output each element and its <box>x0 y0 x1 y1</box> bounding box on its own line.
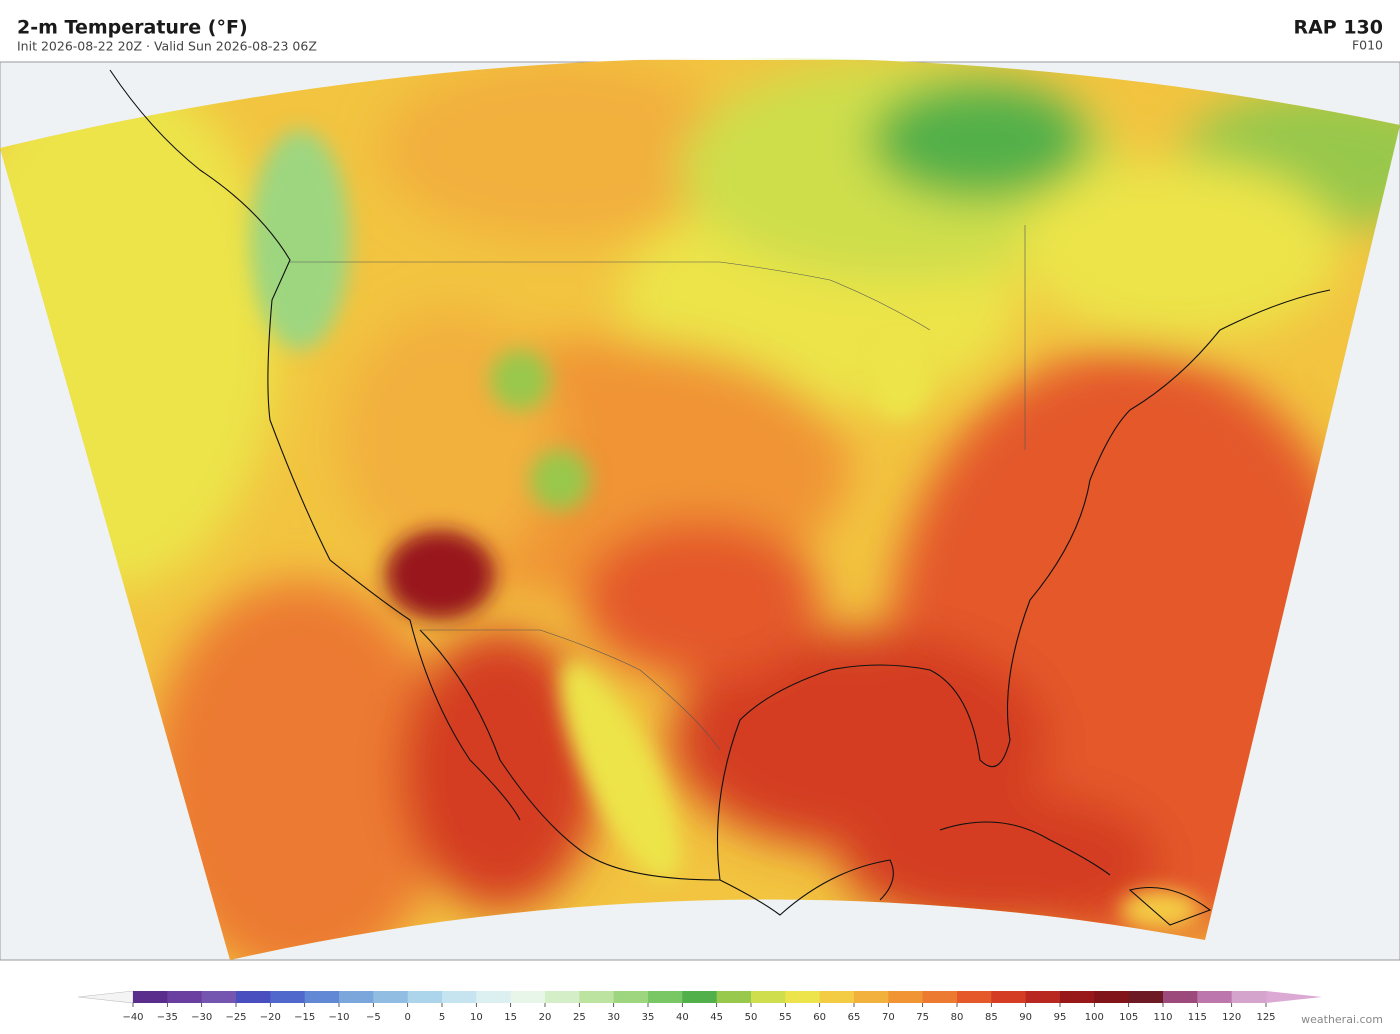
colorbar-tick-label: −30 <box>191 1012 212 1023</box>
borders <box>290 225 1026 751</box>
colorbar-tick-label: 120 <box>1222 1012 1241 1023</box>
colorbar-tick-label: −25 <box>225 1012 246 1023</box>
colorbar-bin <box>1094 991 1130 1003</box>
colorbar-tick-label: −35 <box>157 1012 178 1023</box>
colorbar-tick-label: −10 <box>328 1012 349 1023</box>
colorbar-tick-label: 20 <box>539 1012 552 1023</box>
colorbar-tick-label: −5 <box>366 1012 381 1023</box>
colorbar-bin <box>236 991 271 1003</box>
colorbar-tick-label: 0 <box>404 1012 410 1023</box>
colorbar-bin <box>1128 991 1164 1003</box>
colorbar-bin <box>270 991 306 1003</box>
colorbar-bin <box>201 991 237 1003</box>
colorbar-tick-label: 75 <box>916 1012 929 1023</box>
colorbar-bin <box>1060 991 1095 1003</box>
colorbar-bin <box>922 991 958 1003</box>
colorbar-bin <box>819 991 855 1003</box>
colorbar-bin <box>133 991 168 1003</box>
colorbar-tick-label: 85 <box>985 1012 998 1023</box>
colorbar-tick-label: 10 <box>470 1012 483 1023</box>
colorbar-bin <box>407 991 443 1003</box>
subtitle: Init 2026-08-22 20Z · Valid Sun 2026-08-… <box>17 39 317 54</box>
colorbar-bin <box>854 991 889 1003</box>
colorbar-bin <box>1197 991 1233 1003</box>
colorbar-tick-label: −15 <box>294 1012 315 1023</box>
colorbar-tick-label: 5 <box>439 1012 445 1023</box>
colorbar-tick-label: 55 <box>779 1012 792 1023</box>
colorbar-tick-label: 65 <box>848 1012 861 1023</box>
coastlines <box>109 69 1331 926</box>
colorbar-bin <box>339 991 374 1003</box>
colorbar-tick-label: 125 <box>1256 1012 1275 1023</box>
colorbar-bin <box>785 991 821 1003</box>
colorbar-tick-label: 30 <box>607 1012 620 1023</box>
colorbar-bin <box>476 991 512 1003</box>
colorbar-bin <box>442 991 477 1003</box>
colorbar-tick-label: 115 <box>1188 1012 1207 1023</box>
colorbar-bin <box>579 991 615 1003</box>
colorbar-bin <box>682 991 718 1003</box>
colorbar: −40 −35 −30 −25 −20 −15 −10 −5 0 5 10 15 20 25 30 35 40 4… <box>77 990 1322 1023</box>
colorbar-bin <box>716 991 752 1003</box>
colorbar-tick-label: −20 <box>260 1012 281 1023</box>
credit: weatherai.com <box>1301 1013 1383 1026</box>
colorbar-tick-label: 35 <box>642 1012 655 1023</box>
title: 2-m Temperature (°F) <box>17 17 248 39</box>
colorbar-bin <box>751 991 786 1003</box>
temperature-field <box>0 60 1400 961</box>
colorbar-bin <box>510 991 546 1003</box>
colorbar-bin <box>373 991 409 1003</box>
colorbar-bin <box>888 991 924 1003</box>
colorbar-tick-label: 45 <box>710 1012 723 1023</box>
colorbar-tick-label: 100 <box>1085 1012 1104 1023</box>
colorbar-bin <box>648 991 683 1003</box>
colorbar-tick-label: 70 <box>882 1012 895 1023</box>
colorbar-bin <box>613 991 649 1003</box>
colorbar-bin <box>991 991 1027 1003</box>
forecast-hour: F010 <box>1352 38 1383 53</box>
colorbar-tick-label: 95 <box>1054 1012 1067 1023</box>
colorbar-bin <box>957 991 992 1003</box>
colorbar-tick-label: −40 <box>122 1012 143 1023</box>
colorbar-bin <box>545 991 580 1003</box>
colorbar-bin <box>1163 991 1198 1003</box>
colorbar-bin <box>167 991 203 1003</box>
colorbar-tick-label: 110 <box>1153 1012 1172 1023</box>
colorbar-tick-label: 15 <box>504 1012 517 1023</box>
colorbar-tick-label: 40 <box>676 1012 689 1023</box>
colorbar-under <box>77 990 134 1004</box>
model-name: RAP 130 <box>1293 17 1383 39</box>
colorbar-bin <box>1231 991 1267 1003</box>
colorbar-tick-label: 60 <box>813 1012 826 1023</box>
colorbar-tick-label: 105 <box>1119 1012 1138 1023</box>
colorbar-tick-label: 80 <box>951 1012 964 1023</box>
colorbar-bin <box>304 991 340 1003</box>
colorbar-tick-label: 50 <box>745 1012 758 1023</box>
map <box>0 60 1400 961</box>
colorbar-bin <box>1025 991 1061 1003</box>
colorbar-tick-label: 90 <box>1019 1012 1032 1023</box>
colorbar-over <box>1266 991 1322 1003</box>
colorbar-tick-label: 25 <box>573 1012 586 1023</box>
